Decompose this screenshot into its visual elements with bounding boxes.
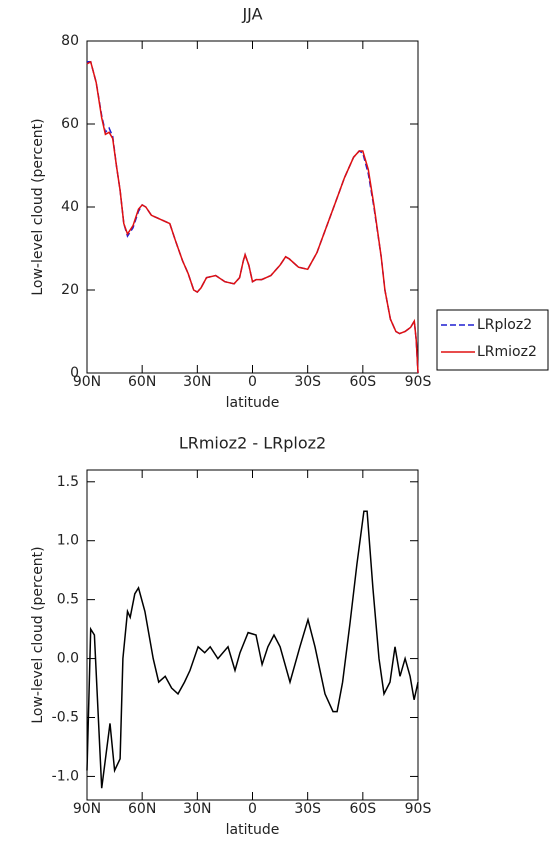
x-tick-label: 60S xyxy=(349,374,376,390)
legend-label: LRploz2 xyxy=(477,317,532,333)
y-tick-label: 80 xyxy=(61,33,79,49)
chart-title: JJA xyxy=(241,5,262,24)
y-tick-label: 0 xyxy=(70,365,79,381)
y-tick-label: 0.0 xyxy=(57,651,79,667)
y-tick-label: 20 xyxy=(61,282,79,298)
x-tick-label: 30N xyxy=(183,374,211,390)
y-tick-label: 1.5 xyxy=(57,474,79,490)
x-tick-label: 90S xyxy=(405,374,432,390)
y-axis-label: Low-level cloud (percent) xyxy=(30,546,46,723)
x-axis-label: latitude xyxy=(226,822,280,838)
x-tick-label: 0 xyxy=(248,374,257,390)
y-axis-label: Low-level cloud (percent) xyxy=(30,118,46,295)
plot-frame xyxy=(86,40,419,374)
legend-box xyxy=(436,309,549,371)
y-tick-label: -1.0 xyxy=(52,768,79,784)
data-line xyxy=(86,510,419,789)
chart-title: LRmioz2 - LRploz2 xyxy=(179,434,326,453)
data-line xyxy=(86,60,419,374)
x-tick-label: 90N xyxy=(73,801,101,817)
x-tick-label: 90S xyxy=(405,801,432,817)
x-tick-label: 0 xyxy=(248,801,257,817)
y-tick-label: 40 xyxy=(61,199,79,215)
x-tick-label: 30S xyxy=(294,801,321,817)
x-tick-label: 30S xyxy=(294,374,321,390)
x-tick-label: 60S xyxy=(349,801,376,817)
data-line xyxy=(87,61,419,374)
x-tick-label: 60N xyxy=(128,374,156,390)
x-tick-label: 90N xyxy=(73,374,101,390)
x-tick-label: 30N xyxy=(183,801,211,817)
y-tick-label: 60 xyxy=(61,116,79,132)
y-tick-label: 1.0 xyxy=(57,533,79,549)
y-tick-label: 0.5 xyxy=(57,592,79,608)
x-tick-label: 60N xyxy=(128,801,156,817)
x-axis-label: latitude xyxy=(226,395,280,411)
legend-label: LRmioz2 xyxy=(477,344,537,360)
y-tick-label: -0.5 xyxy=(52,710,79,726)
